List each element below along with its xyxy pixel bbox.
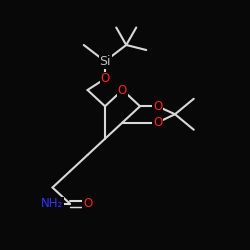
Text: Si: Si — [99, 55, 111, 68]
Text: O: O — [83, 197, 92, 210]
Text: O: O — [118, 84, 127, 96]
Text: O: O — [153, 100, 162, 113]
Text: O: O — [100, 72, 110, 85]
Text: O: O — [153, 116, 162, 129]
Text: NH₂: NH₂ — [42, 197, 64, 210]
